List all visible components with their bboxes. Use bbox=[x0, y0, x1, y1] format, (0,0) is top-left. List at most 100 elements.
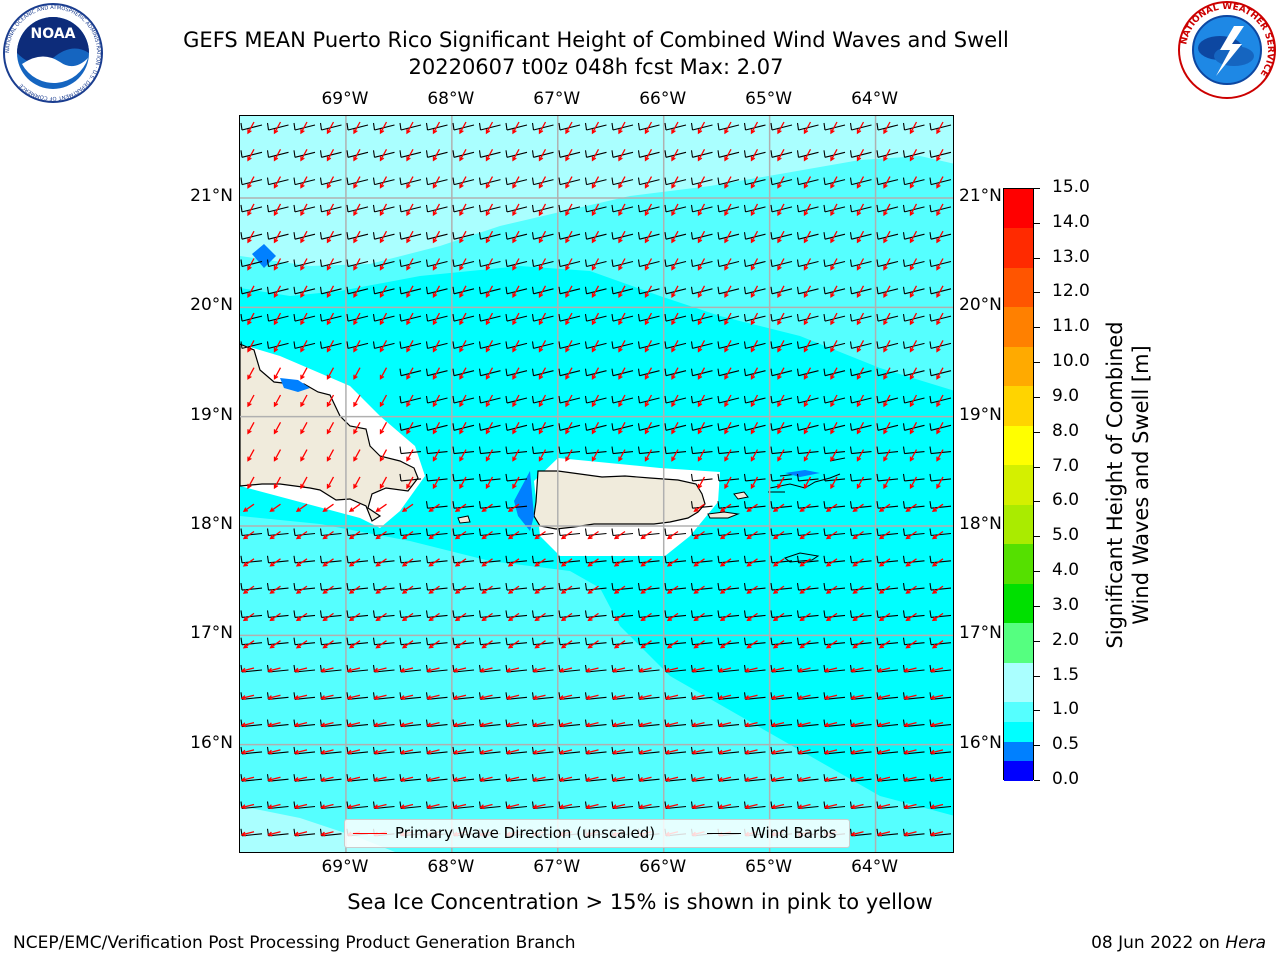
wind-barb bbox=[902, 395, 925, 404]
wave-direction-arrow bbox=[326, 285, 335, 298]
wind-barb bbox=[902, 314, 925, 322]
wave-direction-arrow bbox=[512, 148, 520, 162]
wave-direction-arrow bbox=[512, 285, 520, 298]
wave-direction-arrow bbox=[823, 694, 838, 700]
colorbar-tick bbox=[1034, 466, 1040, 468]
wave-direction-arrow bbox=[293, 803, 308, 810]
wave-direction-arrow bbox=[507, 640, 520, 649]
wave-direction-arrow bbox=[534, 640, 546, 649]
wind-barb bbox=[929, 150, 952, 158]
wave-direction-arrow bbox=[724, 148, 732, 162]
wave-direction-arrow bbox=[644, 203, 653, 217]
wave-direction-arrow bbox=[856, 285, 865, 298]
wave-direction-arrow bbox=[777, 176, 785, 189]
wave-direction-arrow bbox=[772, 612, 785, 622]
wave-direction-arrow bbox=[558, 803, 573, 810]
wave-direction-arrow bbox=[512, 258, 520, 271]
wind-barb bbox=[399, 368, 422, 377]
wave-direction-arrow bbox=[459, 176, 467, 189]
wave-direction-arrow bbox=[638, 776, 652, 782]
wind-barb bbox=[346, 150, 369, 158]
wind-barb bbox=[796, 122, 819, 131]
wind-barb bbox=[690, 232, 713, 240]
wave-direction-arrow bbox=[454, 503, 467, 512]
wave-direction-arrow bbox=[481, 585, 493, 594]
wave-direction-arrow bbox=[585, 749, 599, 755]
wave-direction-arrow bbox=[454, 558, 467, 567]
wind-barb bbox=[266, 150, 289, 158]
wind-barb bbox=[319, 177, 342, 186]
colorbar-tick-label: 1.5 bbox=[1052, 664, 1080, 685]
wave-direction-arrow bbox=[883, 121, 891, 135]
wind-barb bbox=[452, 423, 475, 431]
wave-direction-arrow bbox=[931, 530, 944, 540]
wind-barb bbox=[717, 122, 740, 131]
colorbar-segment bbox=[1004, 228, 1033, 268]
wind-barb bbox=[558, 122, 581, 131]
wind-barb bbox=[611, 204, 634, 213]
wave-height-map bbox=[240, 116, 953, 852]
wave-direction-arrow bbox=[585, 667, 599, 673]
wind-barb bbox=[770, 259, 793, 268]
wind-barb bbox=[558, 368, 581, 377]
colorbar-tick bbox=[1034, 780, 1040, 781]
wind-barb bbox=[770, 232, 793, 240]
wave-direction-arrow bbox=[247, 230, 255, 244]
wind-barb bbox=[478, 395, 501, 404]
wave-direction-arrow bbox=[770, 803, 785, 810]
wind-barb bbox=[478, 232, 501, 240]
wave-direction-arrow bbox=[697, 340, 706, 353]
colorbar-segment bbox=[1004, 583, 1033, 624]
wave-direction-arrow bbox=[558, 667, 573, 673]
wave-direction-arrow bbox=[644, 312, 653, 326]
wind-barb bbox=[505, 259, 528, 268]
colorbar-tick bbox=[1034, 571, 1040, 573]
wind-barb bbox=[717, 259, 740, 268]
wave-direction-arrow bbox=[375, 612, 387, 622]
wind-barb bbox=[637, 259, 660, 268]
wave-direction-arrow bbox=[452, 721, 467, 728]
colorbar-tick bbox=[1034, 222, 1040, 224]
wind-barb bbox=[558, 204, 581, 213]
wave-direction-arrow bbox=[613, 558, 626, 567]
wave-direction-arrow bbox=[803, 176, 812, 189]
wind-barb bbox=[690, 395, 713, 404]
wave-direction-arrow bbox=[426, 694, 440, 700]
wind-barb bbox=[637, 150, 660, 158]
wave-direction-arrow bbox=[671, 230, 679, 244]
wave-direction-arrow bbox=[353, 285, 361, 298]
wave-direction-arrow bbox=[534, 530, 546, 540]
wind-barb bbox=[823, 286, 846, 295]
wave-direction-arrow bbox=[428, 585, 440, 594]
wave-direction-arrow bbox=[346, 721, 361, 728]
wave-direction-arrow bbox=[348, 558, 361, 567]
wave-direction-arrow bbox=[931, 503, 944, 512]
wave-direction-arrow bbox=[320, 721, 334, 728]
wave-direction-arrow bbox=[591, 312, 600, 326]
wave-direction-arrow bbox=[300, 449, 308, 462]
wave-direction-arrow bbox=[799, 530, 811, 540]
wave-direction-arrow bbox=[247, 258, 255, 271]
wind-barb bbox=[664, 232, 687, 240]
wind-barb bbox=[240, 122, 263, 131]
wave-direction-arrow bbox=[803, 230, 812, 244]
wind-barb bbox=[478, 286, 501, 295]
wave-direction-arrow bbox=[485, 203, 494, 217]
wave-direction-layer bbox=[240, 121, 944, 837]
wave-direction-arrow bbox=[744, 694, 758, 700]
wave-direction-arrow bbox=[799, 585, 811, 594]
wave-direction-arrow bbox=[505, 803, 520, 810]
wave-direction-arrow bbox=[432, 367, 441, 380]
wave-direction-arrow bbox=[640, 530, 652, 540]
wave-direction-arrow bbox=[300, 176, 308, 189]
wave-direction-arrow bbox=[481, 530, 493, 540]
wave-direction-arrow bbox=[697, 421, 706, 435]
wave-direction-arrow bbox=[300, 203, 308, 217]
wave-direction-arrow bbox=[406, 258, 414, 271]
wave-direction-arrow bbox=[717, 749, 732, 755]
wave-direction-arrow bbox=[770, 721, 785, 728]
wave-direction-arrow bbox=[909, 148, 918, 162]
wave-direction-arrow bbox=[565, 148, 573, 162]
wind-barb bbox=[796, 368, 819, 377]
svg-text:NOAA: NOAA bbox=[31, 26, 76, 42]
